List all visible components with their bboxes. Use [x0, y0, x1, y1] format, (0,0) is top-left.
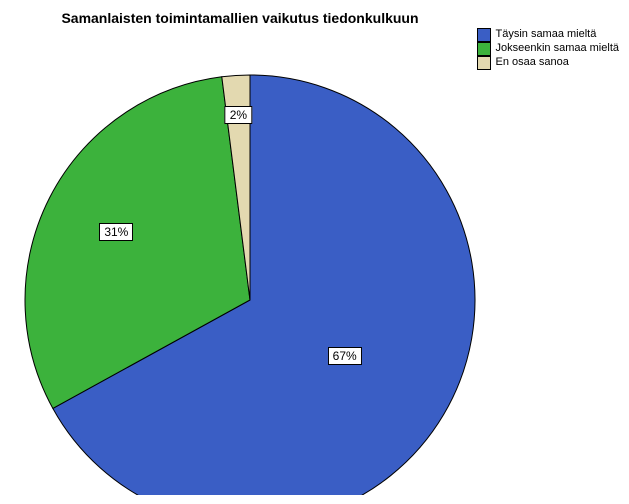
legend: Täysin samaa mieltäJokseenkin samaa miel… — [477, 28, 619, 70]
chart-title: Samanlaisten toimintamallien vaikutus ti… — [0, 10, 480, 26]
legend-swatch — [477, 42, 491, 56]
legend-item: Jokseenkin samaa mieltä — [477, 42, 619, 56]
legend-label: Jokseenkin samaa mieltä — [495, 42, 619, 55]
legend-swatch — [477, 28, 491, 42]
legend-swatch — [477, 56, 491, 70]
pie-chart — [10, 35, 490, 495]
legend-item: En osaa sanoa — [477, 56, 619, 70]
legend-label: Täysin samaa mieltä — [495, 28, 596, 41]
pie-chart-container: Samanlaisten toimintamallien vaikutus ti… — [0, 0, 629, 504]
legend-label: En osaa sanoa — [495, 56, 568, 69]
legend-item: Täysin samaa mieltä — [477, 28, 619, 42]
slice-label: 2% — [225, 106, 252, 124]
slice-label: 67% — [328, 347, 362, 365]
slice-label: 31% — [99, 223, 133, 241]
